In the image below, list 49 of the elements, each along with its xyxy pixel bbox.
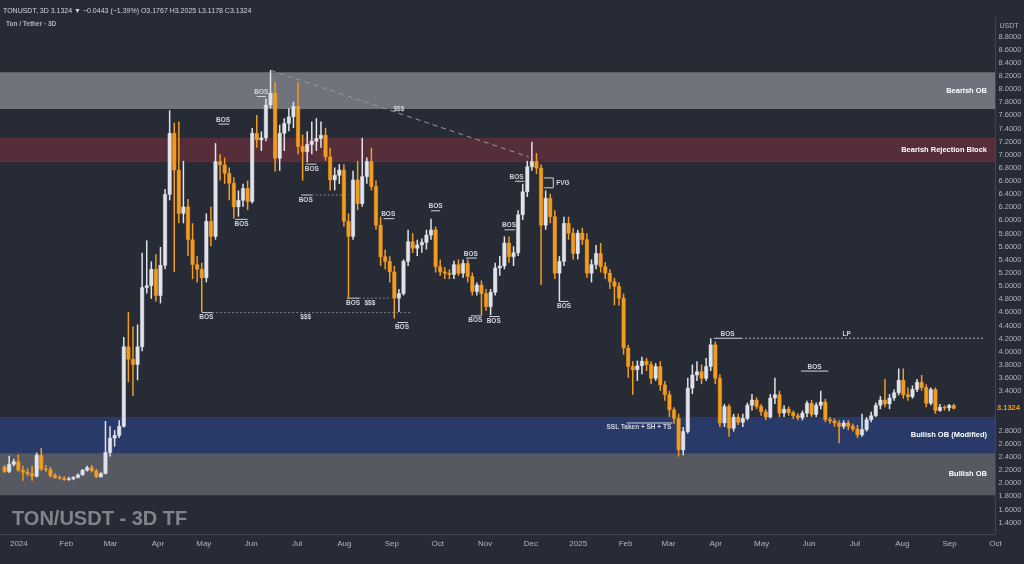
x-tick-label: May [754,538,770,548]
candlestick [896,367,901,397]
x-tick-label: Oct [989,538,1003,548]
x-tick-label: Nov [477,538,493,548]
candlestick [901,367,906,400]
candlestick [254,114,259,149]
candlestick [933,386,938,415]
candlestick [635,359,640,382]
candlestick [291,100,296,129]
candlestick [727,403,732,438]
candlestick [479,279,484,317]
x-tick-label: Mar [661,538,676,548]
candlestick [461,258,466,279]
x-tick-label: Apr [151,538,165,548]
x-tick-label: Oct [431,538,445,548]
candlestick [181,160,186,225]
candlestick [208,206,213,248]
x-tick-label: 2025 [569,538,588,548]
candlestick [34,451,39,479]
candlestick [575,229,580,261]
candlestick [507,235,511,264]
candlestick [103,420,108,475]
text: TON/USDT - 3D TF [12,507,188,529]
candlestick [777,390,782,418]
x-tick-label: Feb [618,538,634,548]
candlestick [451,259,456,280]
candlestick [218,153,223,182]
x-tick-label: Apr [709,538,723,548]
x-tick-label: Jul [291,538,303,548]
x-tick-label: Mar [103,538,118,548]
candlestick [410,232,415,254]
candlestick [883,378,887,408]
x-tick-label: 2024 [9,538,29,548]
candlestick [823,397,828,424]
candlestick [355,160,360,211]
x-tick-label: Jun [244,538,258,548]
candlestick [245,179,250,211]
x-tick-label: Feb [59,538,74,548]
x-tick-label: Dec [523,538,538,548]
candlestick [722,403,727,428]
x-tick-label: Sep [942,538,958,548]
candlestick [39,447,44,472]
candlestick [699,363,704,385]
x-tick-label: Sep [384,538,400,548]
x-tick-label: Aug [895,538,910,548]
x-tick-label: Jun [802,538,816,548]
x-tick-label: May [196,538,212,548]
x-tick-label: Aug [337,538,352,548]
x-tick-label: Jul [849,538,861,548]
